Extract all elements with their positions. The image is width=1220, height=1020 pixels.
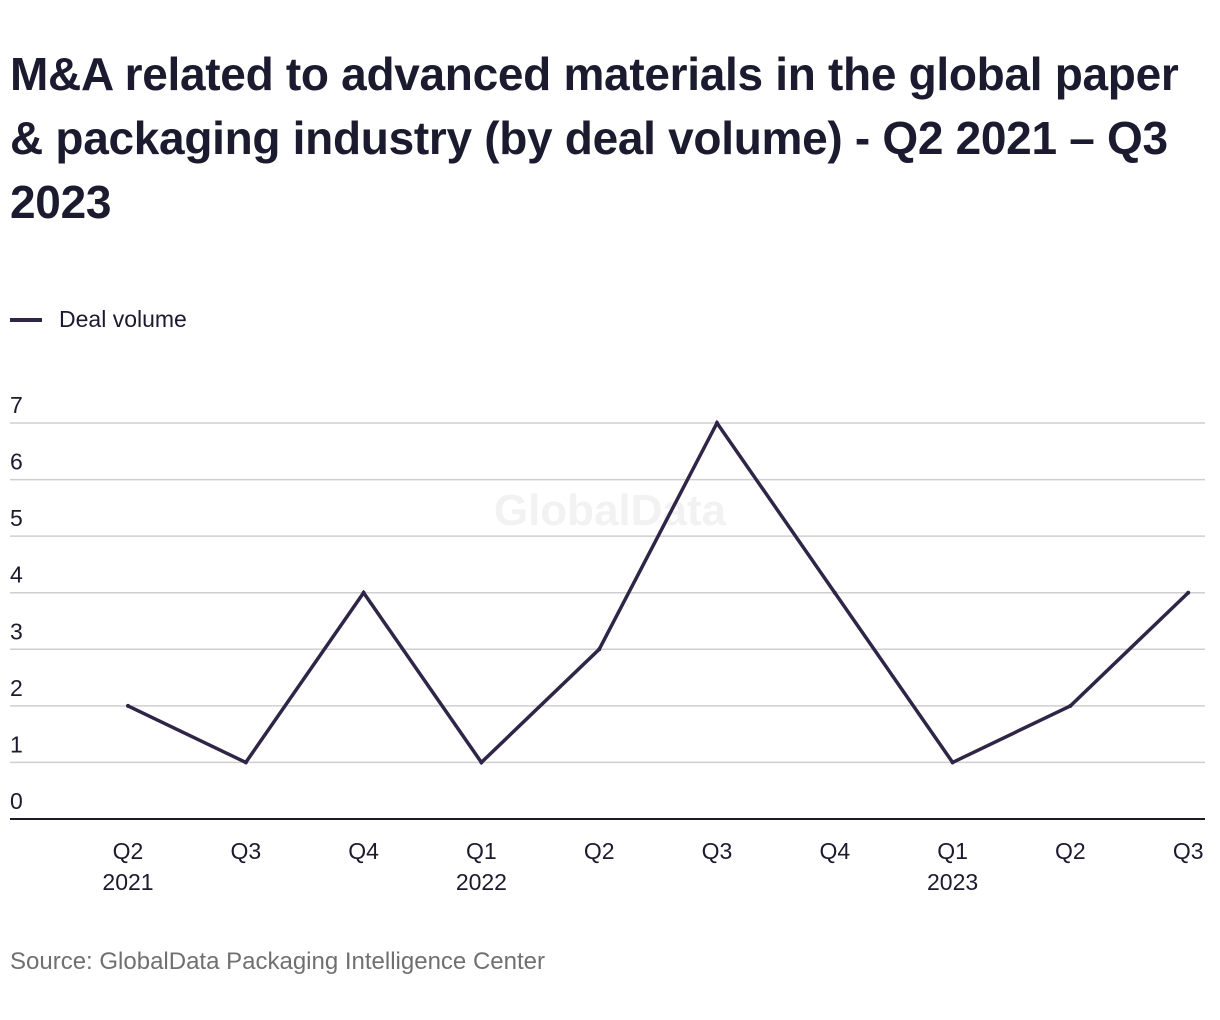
y-tick-label-7: 7 <box>10 392 23 418</box>
data-point-2 <box>361 590 366 595</box>
legend: Deal volume <box>10 306 187 333</box>
x-tick-label-7: Q1 <box>937 838 968 864</box>
y-tick-label-1: 1 <box>10 731 23 757</box>
x-tick-label-4: Q2 <box>584 838 615 864</box>
x-tick-label-9: Q3 <box>1173 838 1204 864</box>
data-point-6 <box>832 590 837 595</box>
watermark-text: GlobalData <box>494 486 727 535</box>
data-point-4 <box>597 647 602 652</box>
x-tick-label-5: Q3 <box>702 838 733 864</box>
y-tick-label-5: 5 <box>10 505 23 531</box>
chart-title: M&A related to advanced materials in the… <box>10 48 1179 228</box>
x-tick-label-6: Q4 <box>819 838 850 864</box>
series-line-deal-volume <box>127 419 1190 766</box>
source-note: Source: GlobalData Packaging Intelligenc… <box>10 948 545 975</box>
y-tick-label-2: 2 <box>10 675 23 701</box>
data-point-1 <box>243 760 248 765</box>
x-tick-label-3-year: 2022 <box>456 869 507 895</box>
x-tick-label-7-year: 2023 <box>927 869 978 895</box>
y-tick-label-4: 4 <box>10 562 23 588</box>
x-tick-label-3: Q1 <box>466 838 497 864</box>
line-chart: GlobalData 0 1 2 3 4 5 6 7 Q2 2021 Q3 Q4 Q1 2022 Q2 Q3 Q4… <box>10 392 1205 895</box>
data-point-9 <box>1186 590 1191 595</box>
legend-swatch-deal-volume <box>10 317 42 322</box>
data-point-7 <box>950 760 955 765</box>
data-point-0 <box>126 703 130 708</box>
data-point-5 <box>715 421 719 425</box>
data-point-8 <box>1068 703 1073 708</box>
data-point-3 <box>479 760 484 765</box>
x-tick-label-0: Q2 <box>113 838 144 864</box>
legend-label-deal-volume: Deal volume <box>59 306 187 332</box>
x-tick-label-1: Q3 <box>230 838 261 864</box>
y-tick-label-0: 0 <box>10 788 23 814</box>
y-tick-label-3: 3 <box>10 618 23 644</box>
x-tick-label-2: Q4 <box>348 838 379 864</box>
x-tick-label-8: Q2 <box>1055 838 1086 864</box>
y-tick-label-6: 6 <box>10 449 23 475</box>
x-tick-label-0-year: 2021 <box>102 869 153 895</box>
